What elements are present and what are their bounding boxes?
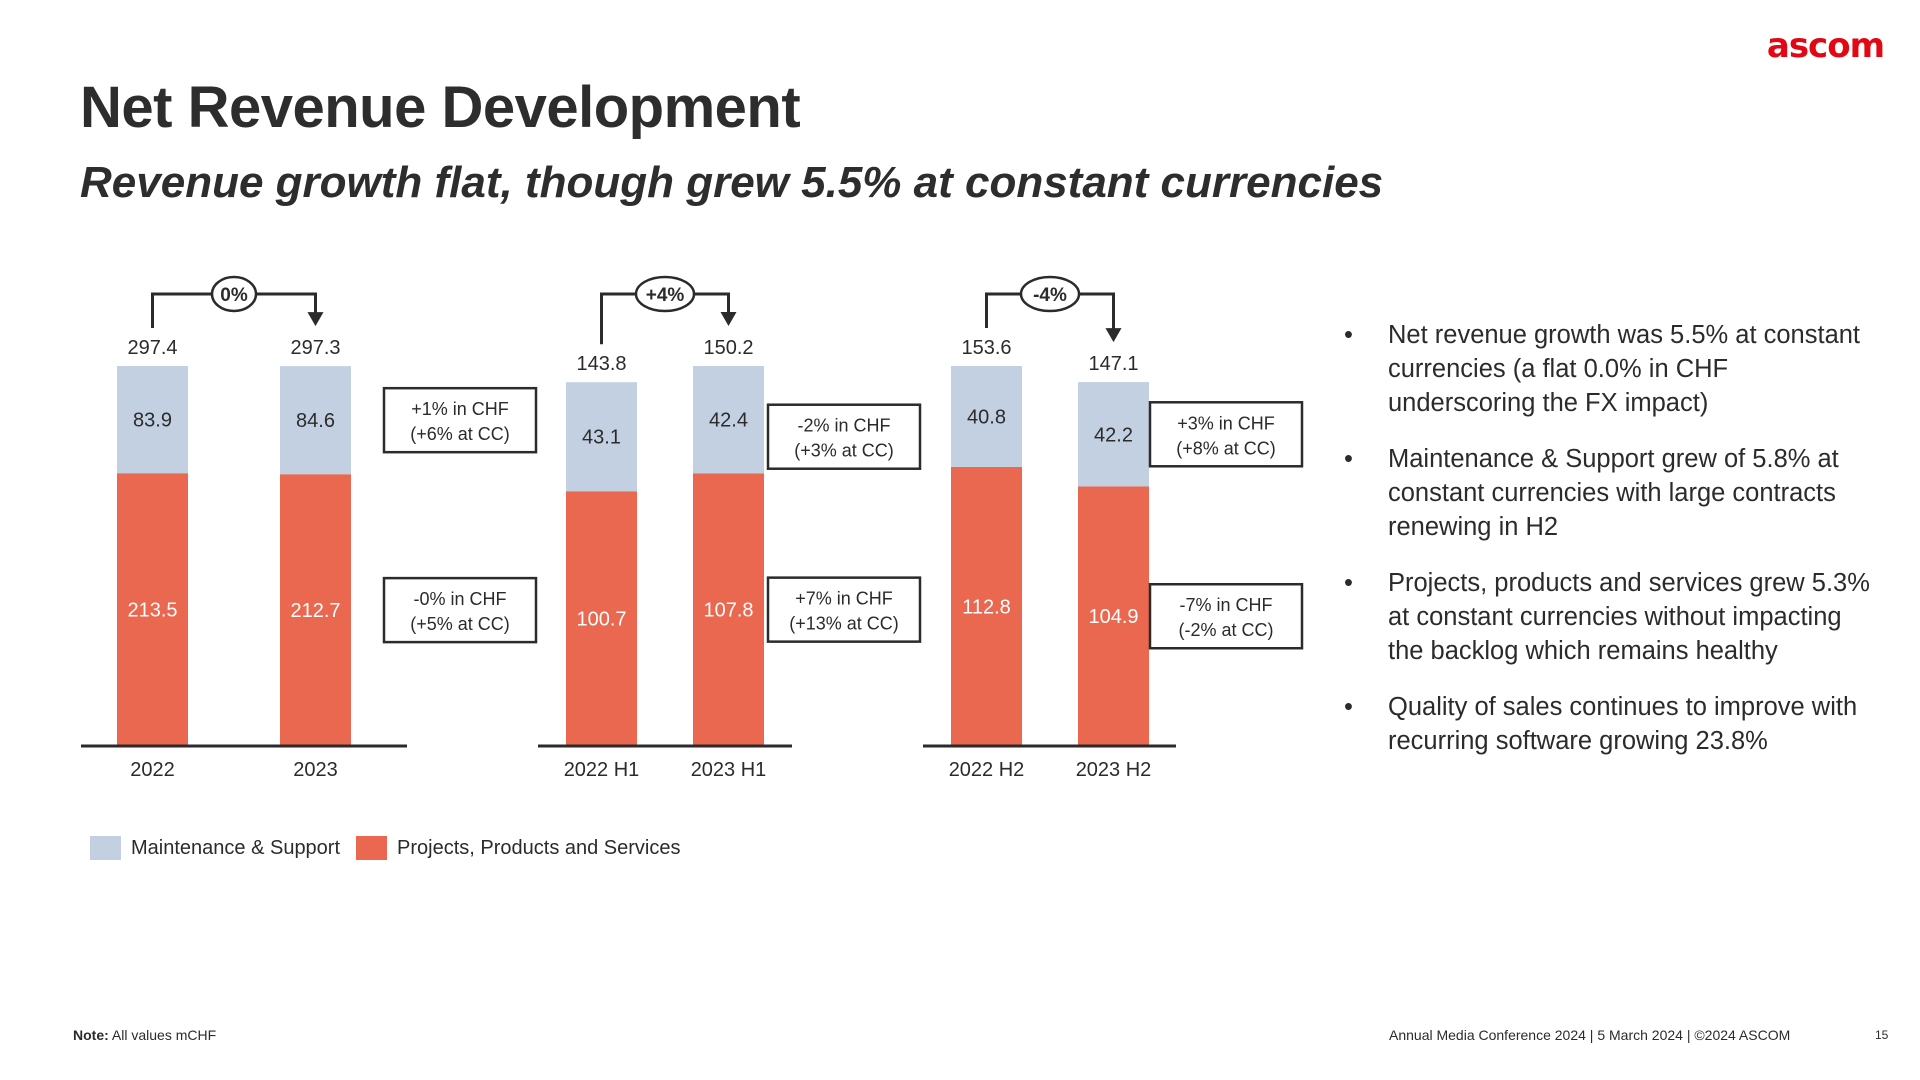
footer-conference: Annual Media Conference 2024 | 5 March 2… <box>1389 1027 1791 1043</box>
bullet-text: Projects, products and services grew 5.3… <box>1388 569 1870 665</box>
bar-segment-projects <box>693 473 764 746</box>
x-tick-label: 2022 H1 <box>564 759 640 781</box>
bar-segment-maintenance <box>566 382 637 492</box>
growth-annotation-chf: +7% in CHF <box>795 589 893 609</box>
total-label: 297.4 <box>127 337 177 359</box>
growth-annotation-cc: (+5% at CC) <box>410 614 510 634</box>
bar-segment-projects <box>566 491 637 746</box>
data-label-maintenance: 43.1 <box>582 427 621 449</box>
data-label-maintenance: 40.8 <box>967 406 1006 428</box>
growth-annotation-cc: (-2% at CC) <box>1178 620 1273 640</box>
bullet-icon: • <box>1344 569 1353 597</box>
x-tick-label: 2023 <box>293 759 338 781</box>
legend-swatch-maintenance <box>90 836 121 860</box>
growth-annotation-chf: +3% in CHF <box>1177 413 1275 433</box>
bullet-text: Quality of sales continues to improve wi… <box>1388 693 1858 755</box>
bullet-text: Net revenue growth was 5.5% at constant … <box>1388 321 1861 417</box>
x-tick-label: 2023 H2 <box>1076 759 1152 781</box>
arrow-down-icon <box>1105 328 1122 343</box>
x-tick-label: 2022 H2 <box>949 759 1025 781</box>
change-badge-label: +4% <box>646 285 685 306</box>
data-label-maintenance: 42.4 <box>709 410 748 432</box>
growth-annotation-box <box>766 403 922 470</box>
bar-segment-maintenance <box>951 366 1022 467</box>
change-badge <box>210 275 258 313</box>
legend-item-maintenance: Maintenance & Support <box>90 836 340 860</box>
footnote-label: Note: <box>73 1027 109 1043</box>
data-label-projects: 213.5 <box>127 600 177 622</box>
growth-annotation-box <box>766 576 922 643</box>
page-number: 15 <box>1875 1028 1889 1042</box>
growth-annotation-chf: -2% in CHF <box>797 416 890 436</box>
growth-annotation-cc: (+8% at CC) <box>1176 438 1276 458</box>
growth-annotation-chf: -0% in CHF <box>413 589 506 609</box>
key-points-list: • Net revenue growth was 5.5% at constant… <box>1340 318 1880 780</box>
growth-annotation-box <box>1148 582 1304 650</box>
bullet-item: • Projects, products and services grew 5.… <box>1340 566 1880 668</box>
growth-annotation-chf: -7% in CHF <box>1179 595 1272 615</box>
bar-segment-projects <box>280 474 351 746</box>
data-label-projects: 107.8 <box>703 600 753 622</box>
bullet-text: Maintenance & Support grew of 5.8% at co… <box>1388 445 1839 541</box>
growth-annotation-cc: (+13% at CC) <box>789 614 899 634</box>
data-label-maintenance: 83.9 <box>133 410 172 432</box>
total-label: 297.3 <box>290 337 340 359</box>
bullet-icon: • <box>1344 693 1353 721</box>
data-label-projects: 104.9 <box>1088 606 1138 628</box>
bullet-icon: • <box>1344 445 1353 473</box>
legend-swatch-projects <box>356 836 388 860</box>
growth-annotation-box <box>1148 401 1304 468</box>
bar-segment-projects <box>1078 486 1149 746</box>
change-badge-label: -4% <box>1033 285 1067 306</box>
arrow-down-icon <box>307 312 324 327</box>
change-badge-label: 0% <box>220 285 248 306</box>
page-title: Net Revenue Development <box>80 75 801 140</box>
total-label: 147.1 <box>1088 353 1138 375</box>
total-label: 150.2 <box>703 337 753 359</box>
growth-annotation-cc: (+6% at CC) <box>410 424 510 444</box>
ascom-logo: ascom <box>1766 26 1885 66</box>
x-tick-label: 2023 H1 <box>691 759 767 781</box>
bar-segment-maintenance <box>1078 382 1149 487</box>
bar-segment-maintenance <box>117 366 188 474</box>
total-label: 143.8 <box>576 353 626 375</box>
page-subtitle: Revenue growth flat, though grew 5.5% at… <box>80 158 1384 207</box>
bar-segment-projects <box>117 473 188 746</box>
data-label-projects: 112.8 <box>962 596 1011 618</box>
legend-label: Maintenance & Support <box>131 836 341 859</box>
growth-annotation-cc: (+3% at CC) <box>794 441 894 461</box>
change-badge <box>634 275 696 313</box>
change-badge <box>1019 275 1081 313</box>
bullet-item: • Maintenance & Support grew of 5.8% at c… <box>1340 442 1880 544</box>
chart-legend: Maintenance & Support Projects, Products… <box>90 836 697 860</box>
data-label-maintenance: 42.2 <box>1094 424 1133 446</box>
bar-segment-projects <box>951 466 1022 746</box>
data-label-projects: 100.7 <box>576 609 626 631</box>
footnote: Note: All values mCHF <box>73 1027 216 1043</box>
legend-label: Projects, Products and Services <box>397 836 681 859</box>
bullet-icon: • <box>1344 321 1353 349</box>
bullet-item: • Quality of sales continues to improve w… <box>1340 690 1880 758</box>
bullet-item: • Net revenue growth was 5.5% at constant… <box>1340 318 1880 420</box>
x-tick-label: 2022 <box>130 759 175 781</box>
arrow-down-icon <box>720 312 737 326</box>
legend-item-projects: Projects, Products and Services <box>356 836 681 860</box>
bar-segment-maintenance <box>280 366 351 475</box>
growth-annotation-box <box>382 386 538 454</box>
total-label: 153.6 <box>961 337 1011 359</box>
growth-annotation-chf: +1% in CHF <box>411 399 509 419</box>
data-label-maintenance: 84.6 <box>296 410 335 432</box>
data-label-projects: 212.7 <box>290 600 340 622</box>
footnote-text: All values mCHF <box>108 1027 217 1043</box>
bar-segment-maintenance <box>693 366 764 474</box>
growth-annotation-box <box>382 576 538 644</box>
